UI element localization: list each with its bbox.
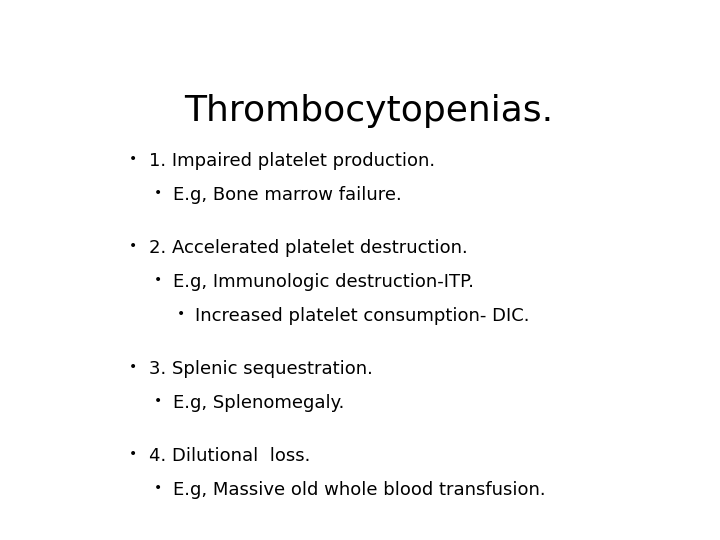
Text: •: • xyxy=(154,394,163,408)
Text: E.g, Bone marrow failure.: E.g, Bone marrow failure. xyxy=(173,186,401,204)
Text: •: • xyxy=(154,186,163,200)
Text: •: • xyxy=(129,152,138,166)
Text: 3. Splenic sequestration.: 3. Splenic sequestration. xyxy=(148,360,372,378)
Text: Increased platelet consumption- DIC.: Increased platelet consumption- DIC. xyxy=(195,307,529,325)
Text: •: • xyxy=(154,273,163,287)
Text: E.g, Immunologic destruction-ITP.: E.g, Immunologic destruction-ITP. xyxy=(173,273,474,291)
Text: •: • xyxy=(176,307,185,321)
Text: E.g, Splenomegaly.: E.g, Splenomegaly. xyxy=(173,394,344,412)
Text: •: • xyxy=(129,447,138,461)
Text: 1. Impaired platelet production.: 1. Impaired platelet production. xyxy=(148,152,435,170)
Text: •: • xyxy=(154,481,163,495)
Text: •: • xyxy=(129,360,138,374)
Text: 4. Dilutional  loss.: 4. Dilutional loss. xyxy=(148,447,310,465)
Text: E.g, Massive old whole blood transfusion.: E.g, Massive old whole blood transfusion… xyxy=(173,481,545,499)
Text: •: • xyxy=(129,239,138,253)
Text: Thrombocytopenias.: Thrombocytopenias. xyxy=(184,94,554,128)
Text: 2. Accelerated platelet destruction.: 2. Accelerated platelet destruction. xyxy=(148,239,467,257)
